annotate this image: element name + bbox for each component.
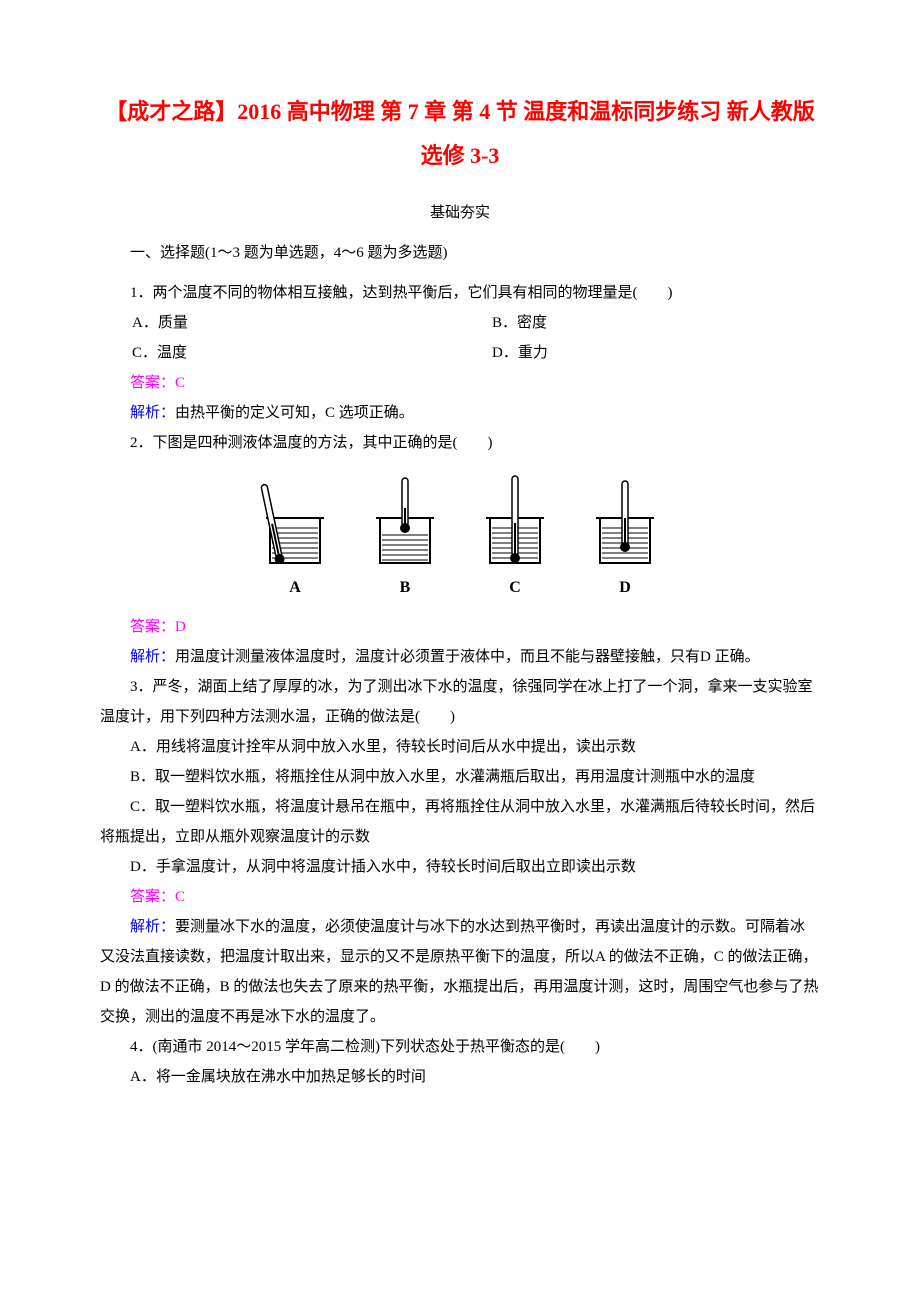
q1-opt-a: A．质量	[100, 308, 460, 338]
fig-b-label: B	[400, 579, 411, 597]
subtitle: 基础夯实	[100, 198, 820, 228]
q1-options-row1: A．质量 B．密度	[100, 308, 820, 338]
q3-stem: 3．严冬，湖面上结了厚厚的冰，为了测出冰下水的温度，徐强同学在冰上打了一个洞，拿…	[100, 672, 820, 732]
q3-explain-text: 要测量冰下水的温度，必须使温度计与冰下的水达到热平衡时，再读出温度计的示数。可隔…	[100, 919, 818, 1025]
beaker-c-icon	[480, 473, 550, 573]
fig-c-label: C	[509, 579, 521, 597]
q1-explain: 解析：由热平衡的定义可知，C 选项正确。	[100, 398, 820, 428]
explain-label: 解析：	[130, 405, 175, 421]
q1-options-row2: C．温度 D．重力	[100, 338, 820, 368]
section-heading: 一、选择题(1～3 题为单选题，4～6 题为多选题)	[100, 238, 820, 268]
q1-opt-b: B．密度	[460, 308, 820, 338]
q4-opt-a: A．将一金属块放在沸水中加热足够长的时间	[100, 1062, 820, 1092]
q4-stem: 4．(南通市 2014～2015 学年高二检测)下列状态处于热平衡态的是( )	[100, 1032, 820, 1062]
q1-stem: 1．两个温度不同的物体相互接触，达到热平衡后，它们具有相同的物理量是( )	[100, 278, 820, 308]
q3-opt-d: D．手拿温度计，从洞中将温度计插入水中，待较长时间后取出立即读出示数	[100, 852, 820, 882]
fig-a: A	[260, 473, 330, 597]
q3-opt-a: A．用线将温度计拴牢从洞中放入水里，待较长时间后从水中提出，读出示数	[100, 732, 820, 762]
q3-opt-b: B．取一塑料饮水瓶，将瓶拴住从洞中放入水里，水灌满瓶后取出，再用温度计测瓶中水的…	[100, 762, 820, 792]
q2-answer: 答案：D	[100, 612, 820, 642]
q3-answer: 答案：C	[100, 882, 820, 912]
q2-explain: 解析：用温度计测量液体温度时，温度计必须置于液体中，而且不能与器壁接触，只有D …	[100, 642, 820, 672]
fig-d-label: D	[619, 579, 631, 597]
q1-answer: 答案：C	[100, 368, 820, 398]
fig-c: C	[480, 473, 550, 597]
beaker-b-icon	[370, 473, 440, 573]
fig-b: B	[370, 473, 440, 597]
q1-opt-d: D．重力	[460, 338, 820, 368]
explain-label: 解析：	[130, 919, 175, 935]
q3-opt-c: C．取一塑料饮水瓶，将温度计悬吊在瓶中，再将瓶拴住从洞中放入水里，水灌满瓶后待较…	[100, 792, 820, 852]
page-title: 【成才之路】2016 高中物理 第 7 章 第 4 节 温度和温标同步练习 新人…	[100, 90, 820, 178]
q1-explain-text: 由热平衡的定义可知，C 选项正确。	[175, 405, 414, 421]
beaker-a-icon	[260, 473, 330, 573]
fig-d: D	[590, 473, 660, 597]
fig-a-label: A	[289, 579, 301, 597]
q3-explain: 解析：要测量冰下水的温度，必须使温度计与冰下的水达到热平衡时，再读出温度计的示数…	[100, 912, 820, 1032]
q2-stem: 2．下图是四种测液体温度的方法，其中正确的是( )	[100, 428, 820, 458]
beaker-d-icon	[590, 473, 660, 573]
explain-label: 解析：	[130, 649, 175, 665]
q2-explain-text: 用温度计测量液体温度时，温度计必须置于液体中，而且不能与器壁接触，只有D 正确。	[175, 649, 760, 665]
q2-figure: A B	[100, 473, 820, 597]
q1-opt-c: C．温度	[100, 338, 460, 368]
